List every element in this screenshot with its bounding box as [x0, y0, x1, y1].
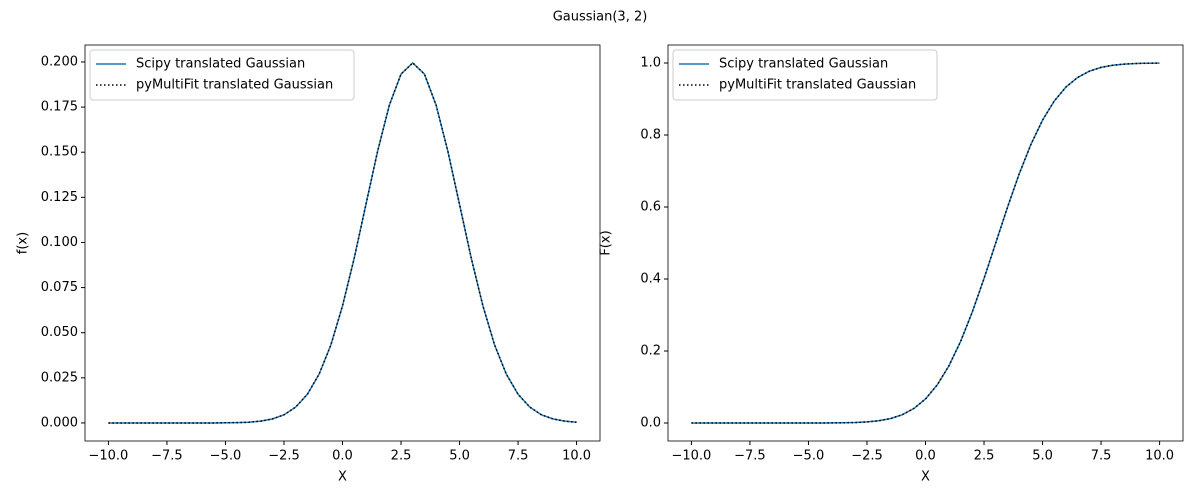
x-tick-label: −7.5 [734, 449, 766, 464]
x-tick-label: 0.0 [915, 449, 936, 464]
legend-label: pyMultiFit translated Gaussian [136, 78, 333, 93]
axes-frame [84, 44, 601, 442]
x-tick-label: 7.5 [508, 449, 529, 464]
y-tick-label: 0.0 [640, 416, 661, 431]
axes-frame [667, 44, 1184, 442]
subplot: −10.0 −7.5 −5.0 −2.5 0.0 2.5 5.0 7.5 10.0 0.0 0.2 0… [599, 44, 1184, 485]
y-tick-label: 0.6 [640, 200, 661, 215]
y-tick-label: 0.000 [41, 415, 78, 430]
x-tick-label: 10.0 [562, 449, 591, 464]
legend-label: pyMultiFit translated Gaussian [719, 78, 916, 93]
y-tick-label: 1.0 [640, 56, 661, 71]
figure-title: Gaussian(3, 2) [553, 10, 648, 25]
legend-label: Scipy translated Gaussian [719, 57, 888, 72]
x-tick-label: −10.0 [671, 449, 711, 464]
y-tick-label: 0.125 [41, 190, 78, 205]
y-tick-label: 0.4 [640, 272, 661, 287]
x-axis-label: X [338, 470, 347, 485]
data-line [691, 62, 1160, 424]
x-tick-label: 5.0 [1032, 449, 1053, 464]
x-tick-label: 2.5 [974, 449, 995, 464]
data-line [108, 61, 577, 424]
x-tick-label: 10.0 [1145, 449, 1174, 464]
x-tick-label: −2.5 [268, 449, 300, 464]
y-tick-label: 0.200 [41, 54, 78, 69]
subplot: −10.0 −7.5 −5.0 −2.5 0.0 2.5 5.0 7.5 10.0 0.000 0.… [16, 44, 601, 485]
x-axis-label: X [921, 470, 930, 485]
y-axis-label: f(x) [16, 232, 31, 254]
x-tick-label: −5.0 [793, 449, 825, 464]
data-line [691, 62, 1160, 424]
x-tick-label: 5.0 [449, 449, 470, 464]
x-tick-label: 7.5 [1091, 449, 1112, 464]
x-tick-label: 0.0 [332, 449, 353, 464]
y-tick-label: 0.050 [41, 325, 78, 340]
legend-label: Scipy translated Gaussian [136, 57, 305, 72]
y-axis-label: F(x) [599, 230, 614, 255]
x-tick-label: 2.5 [391, 449, 412, 464]
y-tick-label: 0.8 [640, 128, 661, 143]
y-tick-label: 0.175 [41, 100, 78, 115]
y-tick-label: 0.2 [640, 344, 661, 359]
data-line [108, 61, 577, 424]
y-tick-label: 0.075 [41, 280, 78, 295]
y-tick-label: 0.150 [41, 145, 78, 160]
legend-box [672, 49, 938, 101]
y-tick-label: 0.025 [41, 370, 78, 385]
y-tick-label: 0.100 [41, 235, 78, 250]
x-tick-label: −2.5 [851, 449, 883, 464]
legend-box [89, 49, 355, 101]
x-tick-label: −7.5 [151, 449, 183, 464]
x-tick-label: −10.0 [88, 449, 128, 464]
x-tick-label: −5.0 [210, 449, 242, 464]
